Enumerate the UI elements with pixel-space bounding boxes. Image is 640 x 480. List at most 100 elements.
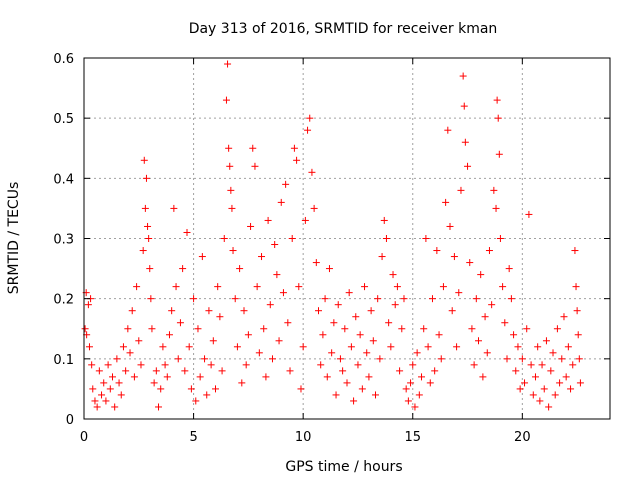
data-point [507,295,515,303]
data-point [422,235,430,242]
data-point [389,271,397,279]
y-tick-label: 0.4 [53,172,74,187]
chart-title: Day 313 of 2016, SRMTID for receiver kma… [189,21,498,37]
data-point [376,355,384,363]
data-point [512,367,520,375]
data-point [435,331,443,339]
data-point [431,367,439,375]
x-axis-label: GPS time / hours [285,459,402,475]
data-point [282,180,290,188]
data-point [350,397,358,405]
data-point [442,198,450,206]
data-point [496,235,504,242]
data-point [163,373,171,381]
data-point [198,253,206,261]
data-point [567,385,575,393]
data-point [85,343,93,351]
data-point [268,355,276,363]
data-point [461,138,469,146]
y-tick-label: 0.6 [53,52,74,67]
data-point [450,253,458,261]
data-point [242,361,250,369]
data-point [203,391,211,399]
data-point [155,403,163,411]
data-point [133,283,141,291]
data-point [89,385,97,393]
data-point [157,385,165,393]
data-point [387,343,395,351]
data-point [453,343,461,351]
data-point [279,289,287,297]
data-point [553,325,561,333]
data-point [251,162,259,170]
data-point [382,235,390,242]
data-point [304,126,312,134]
data-point [475,337,482,345]
data-point [540,385,548,393]
data-point [122,367,130,375]
data-point [576,379,584,387]
data-point [356,331,364,339]
data-point [464,162,472,170]
data-point [571,247,579,255]
data-point [100,379,108,387]
data-point [455,289,463,297]
data-point [128,307,136,315]
data-point [212,385,219,393]
y-tick-label: 0 [66,413,74,428]
data-point [319,331,327,339]
data-point [117,391,125,399]
data-point [336,355,344,363]
data-point [315,307,323,315]
data-point [253,283,261,291]
data-point [345,289,353,297]
data-point [396,367,404,375]
y-axis-label: SRMTID / TECUs [6,182,22,295]
data-point [385,319,393,327]
data-point [290,144,298,152]
data-point [260,325,268,333]
data-point [558,355,566,363]
data-point [181,367,189,375]
data-point [95,367,103,375]
data-point [317,361,325,369]
data-point [503,355,511,363]
data-point [196,373,204,381]
data-point [293,156,301,164]
data-point [572,283,580,291]
data-point [505,265,513,273]
data-point [106,385,114,393]
y-tick-label: 0.2 [53,293,74,308]
data-point [295,283,303,291]
data-point [220,235,228,242]
data-point [185,343,193,351]
data-point [165,331,173,339]
data-point [564,343,572,351]
data-point [81,325,89,333]
data-point [222,96,230,104]
data-point [402,385,410,393]
data-point [218,367,226,375]
data-point [418,373,426,381]
data-point [126,349,134,357]
data-point [341,325,349,333]
data-point [398,325,406,333]
y-tick-label: 0.1 [53,353,74,368]
data-point [460,102,468,110]
data-point [176,319,184,327]
data-point [330,319,338,327]
data-point [433,247,441,255]
data-point [147,295,155,303]
data-point [273,271,281,279]
data-point [102,397,110,405]
data-point [236,265,244,273]
data-point [159,343,167,351]
data-point [108,373,116,381]
data-point [354,361,362,369]
data-point [525,210,533,218]
data-point [244,331,252,339]
data-point [148,325,156,333]
data-point [299,343,307,351]
data-point [343,379,351,387]
data-point [446,222,454,230]
